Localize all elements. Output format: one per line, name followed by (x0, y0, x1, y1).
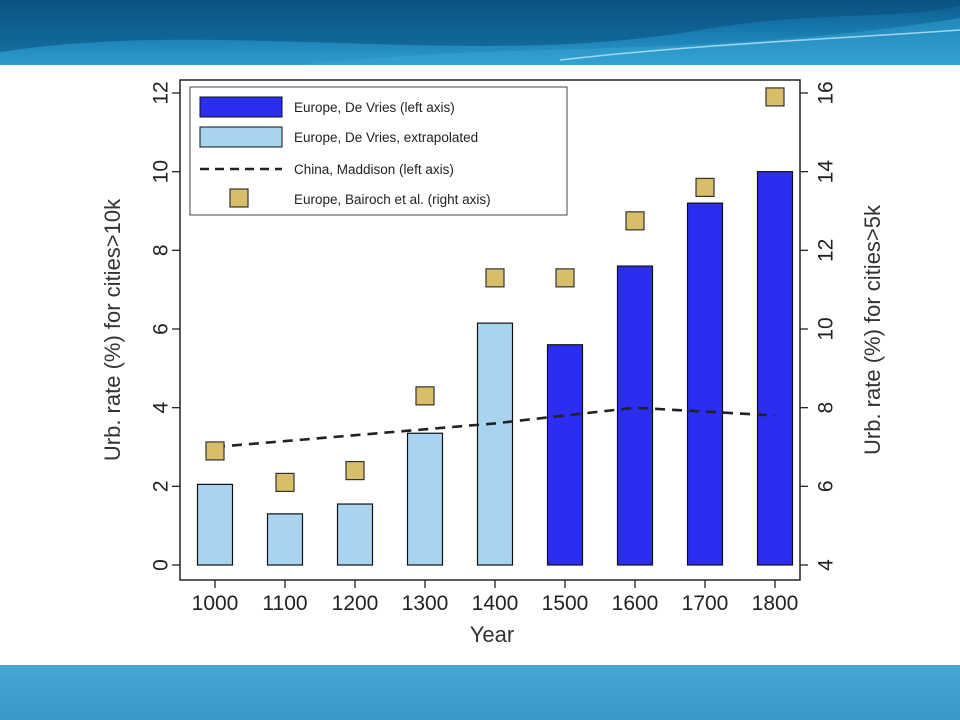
bar-europe-de-vries-1600 (616, 265, 654, 566)
y-left-tick-label-8: 8 (150, 244, 173, 256)
bairoch-marker-1300 (415, 386, 435, 406)
china-maddison-line (214, 406, 776, 449)
y-left-tick-label-0: 0 (150, 559, 173, 571)
bar-europe-de-vries-1800 (756, 171, 794, 566)
bairoch-marker-1800 (765, 87, 785, 107)
y-right-tick-label-10: 10 (815, 317, 838, 340)
y-right-tick-label-12: 12 (815, 239, 838, 262)
legend-label-europe-de-vries: Europe, De Vries (left axis) (294, 100, 455, 115)
y-right-tick-label-4: 4 (815, 559, 838, 571)
legend-swatch-bairoch-square (229, 188, 249, 208)
bairoch-marker-1400 (485, 268, 505, 288)
bairoch-marker-layer (205, 87, 785, 492)
bairoch-marker-1600 (625, 211, 645, 231)
x-tick-label-1300: 1300 (402, 592, 449, 615)
slide-content: 0 2 4 6 8 10 12 4 6 8 10 12 14 16 1000 1100 1200 1300 1400… (0, 65, 960, 665)
x-tick-label-1000: 1000 (192, 592, 239, 615)
y-right-tick-label-8: 8 (815, 402, 838, 414)
x-tick-label-1500: 1500 (542, 592, 589, 615)
legend-swatch-europe-de-vries (199, 96, 283, 118)
legend-swatch-europe-extrapolated (199, 126, 283, 148)
bar-europe-extrapolated-1100 (266, 513, 304, 566)
top-banner (0, 0, 960, 65)
bar-europe-de-vries-1700 (686, 202, 724, 566)
bar-europe-extrapolated-1400 (476, 322, 514, 566)
bar-europe-extrapolated-1000 (196, 483, 234, 566)
bairoch-marker-1000 (205, 441, 225, 461)
x-tick-label-1200: 1200 (332, 592, 379, 615)
y-axis-left-title: Urb. rate (%) for cities>10k (100, 198, 125, 461)
bar-europe-extrapolated-1200 (336, 503, 374, 566)
legend-label-europe-bairoch: Europe, Bairoch et al. (right axis) (294, 192, 491, 207)
urbanization-chart: 0 2 4 6 8 10 12 4 6 8 10 12 14 16 1000 1100 1200 1300 1400… (100, 79, 885, 647)
axes-layer: 0 2 4 6 8 10 12 4 6 8 10 12 14 16 1000 1100 1200 1300 1400… (150, 81, 838, 615)
plot-frame (179, 79, 801, 581)
y-left-tick-label-12: 12 (150, 81, 173, 104)
y-axis-right-title: Urb. rate (%) for cities>5k (860, 204, 885, 455)
bairoch-marker-1100 (275, 472, 295, 492)
legend-label-china-maddison: China, Maddison (left axis) (294, 162, 454, 177)
bairoch-marker-1200 (345, 461, 365, 481)
bar-europe-de-vries-1500 (546, 344, 584, 566)
bottom-band (0, 665, 960, 720)
x-tick-label-1600: 1600 (612, 592, 659, 615)
china-line-layer (214, 406, 776, 449)
y-left-tick-label-6: 6 (150, 323, 173, 335)
legend: Europe, De Vries (left axis) Europe, De … (189, 86, 568, 216)
bairoch-marker-1700 (695, 177, 715, 198)
bar-europe-extrapolated-1300 (406, 432, 444, 566)
x-axis-title: Year (470, 622, 514, 647)
y-left-tick-label-10: 10 (150, 160, 173, 183)
x-tick-label-1700: 1700 (682, 592, 729, 615)
y-right-tick-label-14: 14 (815, 160, 838, 184)
y-left-tick-label-4: 4 (150, 402, 173, 414)
bars-layer (196, 171, 794, 566)
x-tick-label-1400: 1400 (472, 592, 519, 615)
y-right-tick-label-6: 6 (815, 480, 838, 492)
banner-wave-decoration (0, 0, 960, 65)
x-tick-label-1100: 1100 (262, 592, 307, 615)
bairoch-marker-1500 (555, 268, 575, 288)
x-tick-label-1800: 1800 (752, 592, 799, 615)
legend-label-europe-extrapolated: Europe, De Vries, extrapolated (294, 130, 478, 145)
y-left-tick-label-2: 2 (150, 480, 173, 492)
y-right-tick-label-16: 16 (815, 81, 838, 104)
